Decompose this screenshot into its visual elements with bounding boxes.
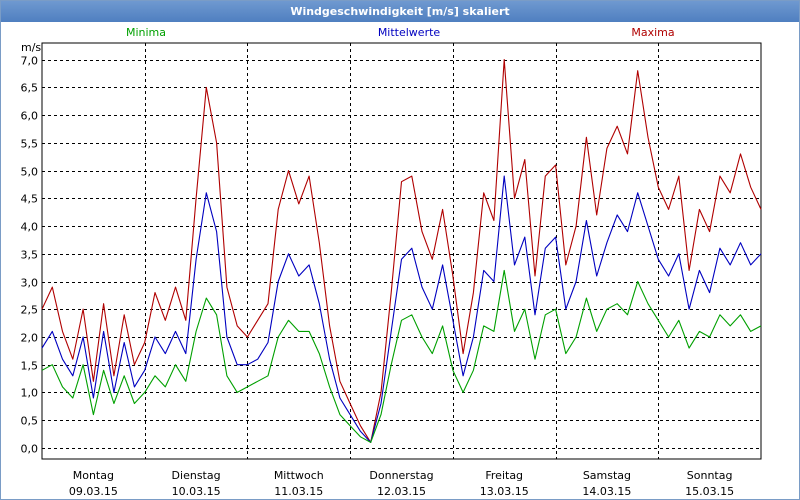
y-tick-label: 3,5: [21, 249, 39, 262]
y-tick-label: 6,5: [21, 82, 39, 95]
x-tick-label-day: Donnerstag: [369, 469, 433, 482]
series-line-minima: [41, 269, 762, 443]
y-tick-label: 3,0: [21, 277, 39, 290]
y-tick-label: 6,0: [21, 110, 39, 123]
y-tick-label: 2,0: [21, 332, 39, 345]
x-tick-label-day: Montag: [73, 469, 114, 482]
y-tick-label: 2,5: [21, 304, 39, 317]
series-lines: [41, 59, 762, 443]
axes: [41, 42, 762, 460]
series-line-maxima: [41, 59, 762, 443]
x-tick-label-day: Freitag: [485, 469, 523, 482]
y-tick-label: 7,0: [21, 55, 39, 68]
labels: 0,0 0,5 1,0 1,5 2,0 2,5 3,0 3,5 4,0 4,5 5,0 5,5 6,0 6…: [21, 26, 735, 498]
x-tick-label-date: 13.03.15: [480, 485, 529, 498]
legend-entry: Maxima: [631, 26, 674, 39]
x-tick-label-day: Sonntag: [687, 469, 733, 482]
x-tick-label-date: 15.03.15: [685, 485, 734, 498]
x-tick-label-day: Samstag: [583, 469, 631, 482]
x-tick-label-date: 09.03.15: [69, 485, 118, 498]
legend-entry: Mittelwerte: [378, 26, 441, 39]
y-tick-label: 4,0: [21, 221, 39, 234]
window-title: Windgeschwindigkeit [m/s] skaliert: [1, 1, 799, 22]
y-tick-label: 5,0: [21, 166, 39, 179]
x-tick-label-date: 12.03.15: [377, 485, 426, 498]
grid: [42, 43, 761, 459]
x-tick-label-date: 11.03.15: [274, 485, 323, 498]
y-tick-label: 1,0: [21, 387, 39, 400]
y-axis-label: m/s: [21, 41, 41, 54]
y-tick-label: 0,0: [21, 443, 39, 456]
plot-frame: [41, 42, 762, 460]
series-line-mittelwerte: [41, 175, 762, 443]
y-tick-label: 5,5: [21, 138, 39, 151]
x-tick-label-date: 10.03.15: [172, 485, 221, 498]
wind-speed-chart: 0,0 0,5 1,0 1,5 2,0 2,5 3,0 3,5 4,0 4,5 5,0 5,5 6,0 6…: [21, 26, 762, 498]
legend-entry: Minima: [126, 26, 166, 39]
x-tick-label-day: Mittwoch: [274, 469, 324, 482]
y-tick-label: 1,5: [21, 360, 39, 373]
y-tick-label: 4,5: [21, 193, 39, 206]
x-tick-label-day: Dienstag: [172, 469, 221, 482]
x-tick-label-date: 14.03.15: [582, 485, 631, 498]
y-tick-label: 0,5: [21, 415, 39, 428]
